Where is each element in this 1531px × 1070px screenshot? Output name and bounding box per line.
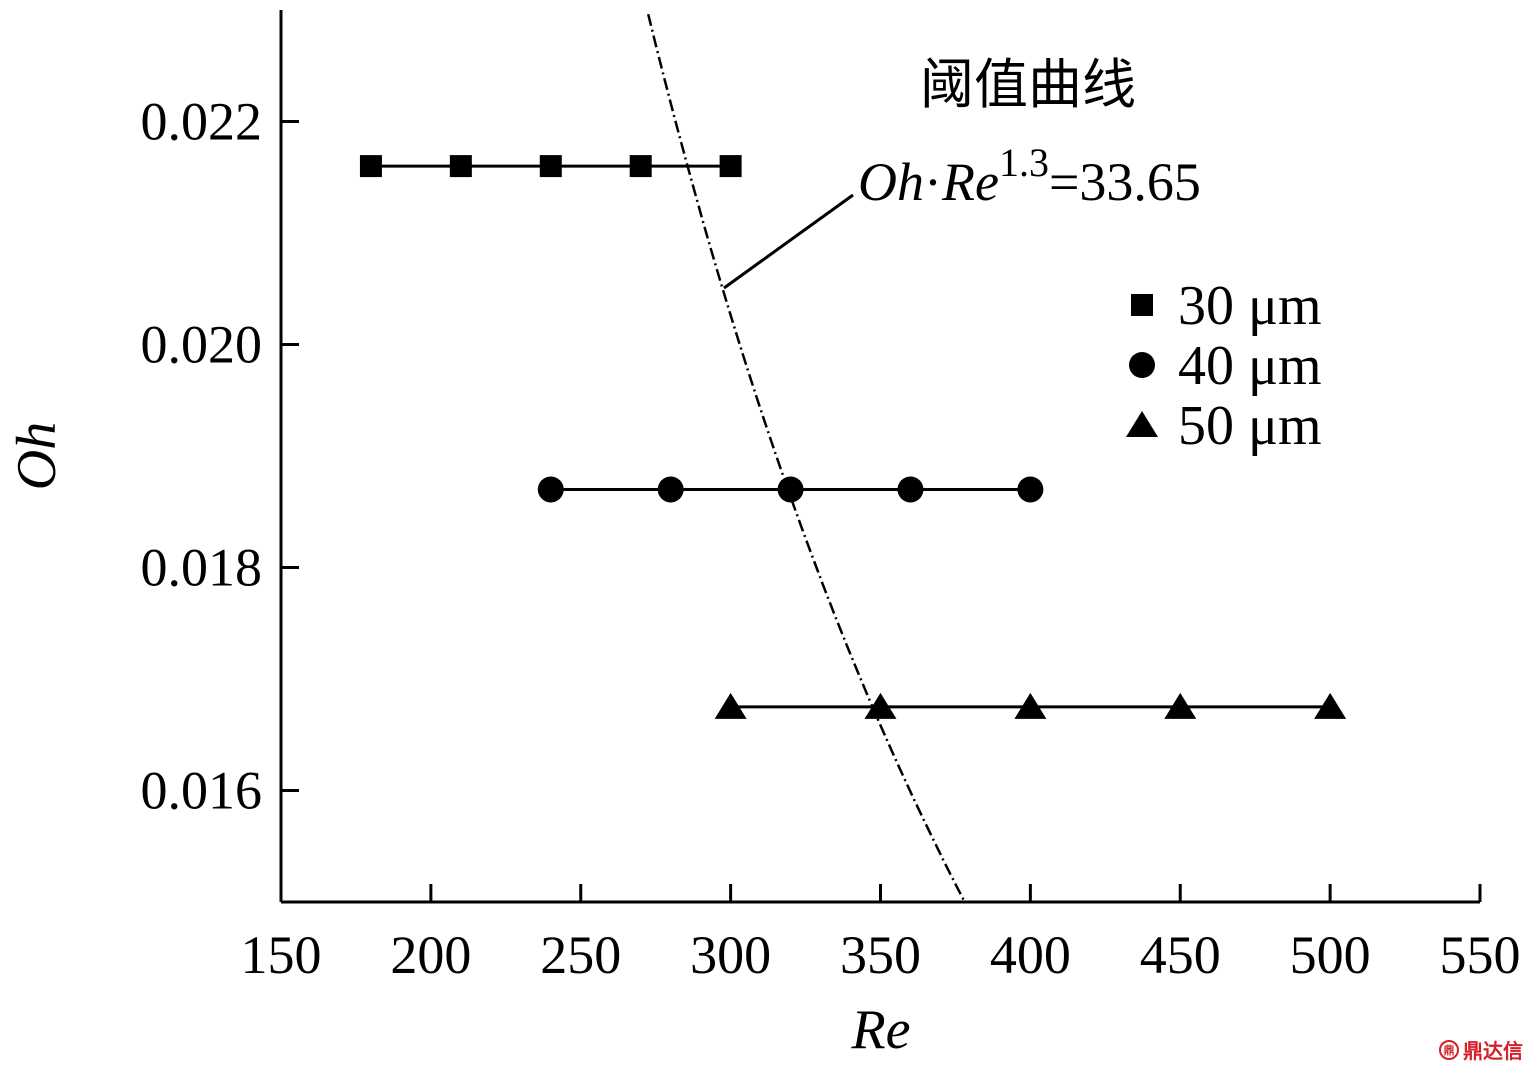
legend-label: 50 μm — [1178, 395, 1322, 457]
threshold-curve-title: 阈值曲线 — [920, 55, 1136, 115]
data-point-circle — [1129, 352, 1155, 378]
data-point-circle — [897, 476, 924, 503]
data-point-square — [629, 155, 652, 178]
x-tick-label: 300 — [690, 925, 771, 985]
data-point-triangle — [864, 692, 897, 719]
series-circle — [537, 476, 1044, 503]
x-tick-label: 200 — [390, 925, 471, 985]
data-point-circle — [537, 476, 564, 503]
data-point-circle — [1017, 476, 1044, 503]
watermark-text: 鼎达信 — [1463, 1039, 1523, 1063]
equation-exponent: 1.3 — [999, 140, 1049, 185]
y-axis-label: Oh — [6, 422, 68, 490]
y-tick-label: 0.020 — [141, 315, 263, 375]
data-point-triangle — [1164, 692, 1197, 719]
x-axis-label: Re — [850, 999, 910, 1061]
equation-dot: · — [924, 152, 942, 212]
x-tick-label: 550 — [1440, 925, 1521, 985]
y-tick-label: 0.018 — [141, 538, 263, 598]
data-point-square — [359, 155, 382, 178]
threshold-curve-layer — [646, 13, 966, 902]
legend-label: 30 μm — [1178, 275, 1322, 337]
threshold-curve-equation: Oh·Re1.3=33.65 — [858, 140, 1201, 212]
equation-re: Re — [941, 152, 999, 212]
data-point-triangle — [1126, 411, 1158, 437]
legend-label: 40 μm — [1178, 335, 1322, 397]
x-tick-label: 400 — [990, 925, 1071, 985]
data-point-triangle — [1314, 692, 1347, 719]
data-point-square — [719, 155, 742, 178]
series-square — [359, 155, 742, 178]
data-point-triangle — [714, 692, 747, 719]
x-tick-label: 450 — [1140, 925, 1221, 985]
watermark-logo: 鼎 — [1439, 1039, 1459, 1060]
x-tick-label: 250 — [540, 925, 621, 985]
watermark: 鼎 鼎达信 — [1439, 1035, 1523, 1064]
series-triangle — [714, 692, 1347, 719]
x-tick-label: 500 — [1290, 925, 1371, 985]
x-tick-label: 350 — [840, 925, 921, 985]
data-point-square — [449, 155, 472, 178]
data-point-square — [1131, 294, 1153, 316]
x-ticks: 150 200 250 300 350 400 450 500 550 — [241, 884, 1521, 985]
y-ticks: 0.016 0.018 0.020 0.022 — [141, 92, 299, 821]
data-point-circle — [657, 476, 684, 503]
series-layer — [359, 155, 1347, 719]
threshold-curve-line — [646, 13, 966, 902]
data-point-triangle — [1014, 692, 1047, 719]
y-tick-label: 0.016 — [141, 761, 263, 821]
equation-oh: Oh — [858, 152, 924, 212]
equation-leader-line — [723, 193, 854, 290]
y-tick-label: 0.022 — [141, 92, 263, 152]
data-point-square — [539, 155, 562, 178]
x-tick-label: 150 — [241, 925, 322, 985]
equation-rhs: =33.65 — [1049, 152, 1201, 212]
data-point-circle — [777, 476, 804, 503]
